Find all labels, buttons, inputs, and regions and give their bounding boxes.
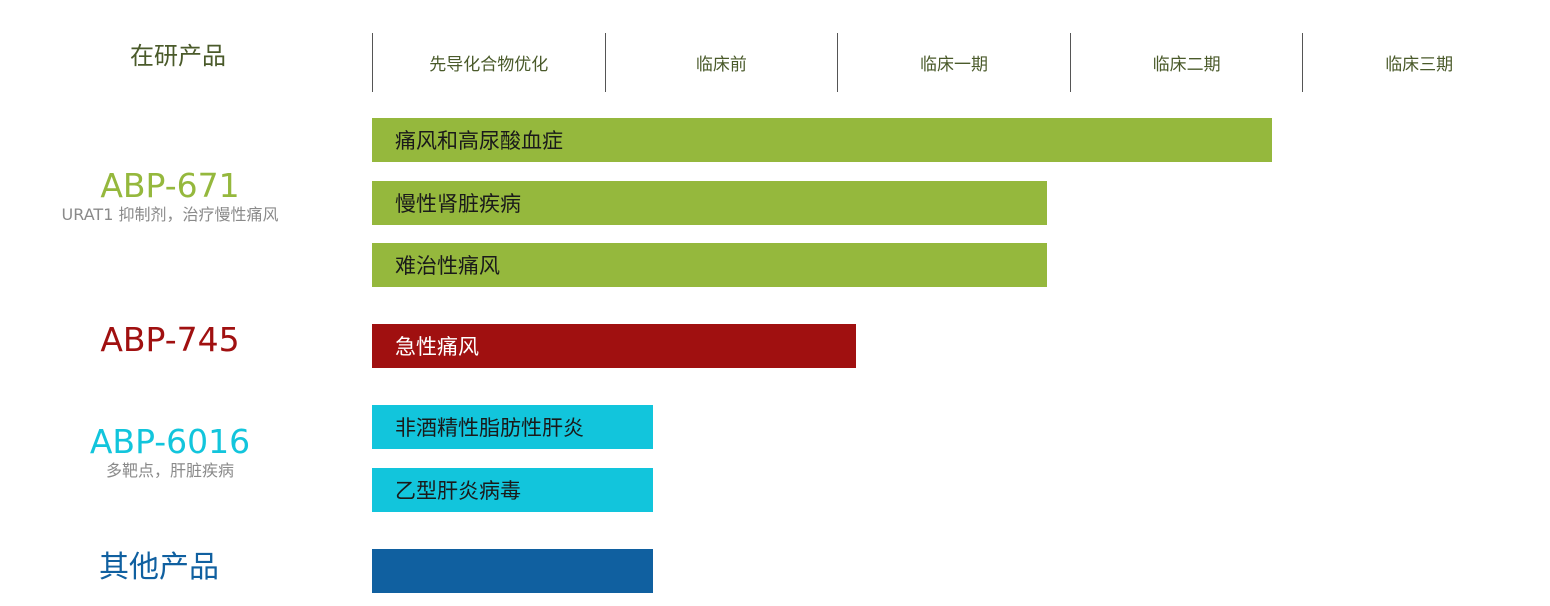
product-name: 其他产品	[99, 550, 219, 585]
stage-label: 临床三期	[1302, 33, 1535, 92]
pipeline-bar: 非酒精性脂肪性肝炎	[372, 405, 654, 449]
indication-label: 非酒精性脂肪性肝炎	[395, 416, 584, 440]
product-name: ABP-745	[100, 320, 240, 359]
pipeline-bar: 急性痛风	[372, 324, 856, 368]
stage-label: 临床前	[604, 33, 838, 92]
pipeline-bar: 乙型肝炎病毒	[372, 468, 654, 512]
product-subtitle: URAT1 抑制剂，治疗慢性痛风	[61, 205, 279, 224]
product-label: ABP-671 URAT1 抑制剂，治疗慢性痛风	[0, 168, 340, 226]
pipeline-bar	[372, 549, 654, 593]
product-label: ABP-6016 多靶点，肝脏疾病	[0, 424, 340, 482]
indication-label: 慢性肾脏疾病	[395, 192, 521, 216]
stage-label: 临床一期	[837, 33, 1070, 92]
stage-label: 临床二期	[1069, 33, 1303, 92]
pipeline-bar: 痛风和高尿酸血症	[372, 118, 1273, 162]
indication-label: 痛风和高尿酸血症	[395, 129, 563, 153]
product-subtitle: 多靶点，肝脏疾病	[105, 461, 234, 480]
product-label: ABP-745	[0, 322, 340, 358]
indication-label: 难治性痛风	[395, 254, 500, 278]
indication-label: 急性痛风	[395, 335, 479, 359]
pipeline-bar: 慢性肾脏疾病	[372, 181, 1047, 225]
header-label: 在研产品	[130, 42, 226, 70]
pipeline-bar: 难治性痛风	[372, 243, 1047, 287]
indication-label: 乙型肝炎病毒	[395, 479, 521, 503]
product-label: 其他产品	[0, 550, 340, 586]
product-name: ABP-6016	[89, 422, 251, 461]
product-name: ABP-671	[100, 166, 240, 205]
stage-label: 先导化合物优化	[372, 33, 605, 92]
